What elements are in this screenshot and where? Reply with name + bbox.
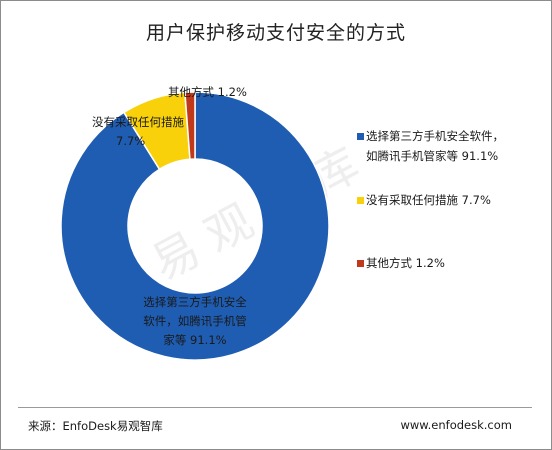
legend-swatch-other: [357, 260, 364, 267]
legend-item-main: 选择第三方手机安全软件， 如腾讯手机管家等 91.1%: [357, 126, 504, 166]
legend-other-line-1: 其他方式 1.2%: [366, 256, 445, 270]
slice-third-party-software: [60, 91, 330, 361]
slice-other-methods: [184, 91, 196, 160]
label-main-line-3: 家等 91.1%: [163, 333, 227, 347]
legend-item-other: 其他方式 1.2%: [357, 253, 445, 273]
label-other-slice: 其他方式 1.2%: [168, 85, 247, 99]
label-none-slice: 没有采取任何措施 7.7%: [92, 113, 190, 151]
legend-main-line-1: 选择第三方手机安全软件，: [366, 129, 504, 143]
label-main-line-2: 软件，如腾讯手机管: [143, 314, 247, 328]
footer-divider: [18, 407, 532, 408]
label-none-line-1: 没有采取任何措施: [92, 115, 184, 129]
source-url: www.enfodesk.com: [400, 418, 512, 432]
chart-title: 用户保护移动支付安全的方式: [145, 22, 406, 44]
label-main-line-1: 选择第三方手机安全: [143, 295, 247, 309]
legend-swatch-main: [357, 133, 364, 140]
legend-none-line-1: 没有采取任何措施 7.7%: [366, 193, 491, 207]
label-none-line-2: 7.7%: [116, 134, 146, 148]
legend-main-line-2: 如腾讯手机管家等 91.1%: [366, 149, 499, 163]
source-note: 来源：EnfoDesk易观智库: [28, 419, 163, 433]
label-main-slice: 选择第三方手机安全 软件，如腾讯手机管 家等 91.1%: [140, 293, 250, 350]
legend-item-none: 没有采取任何措施 7.7%: [357, 190, 491, 210]
legend-swatch-none: [357, 197, 364, 204]
